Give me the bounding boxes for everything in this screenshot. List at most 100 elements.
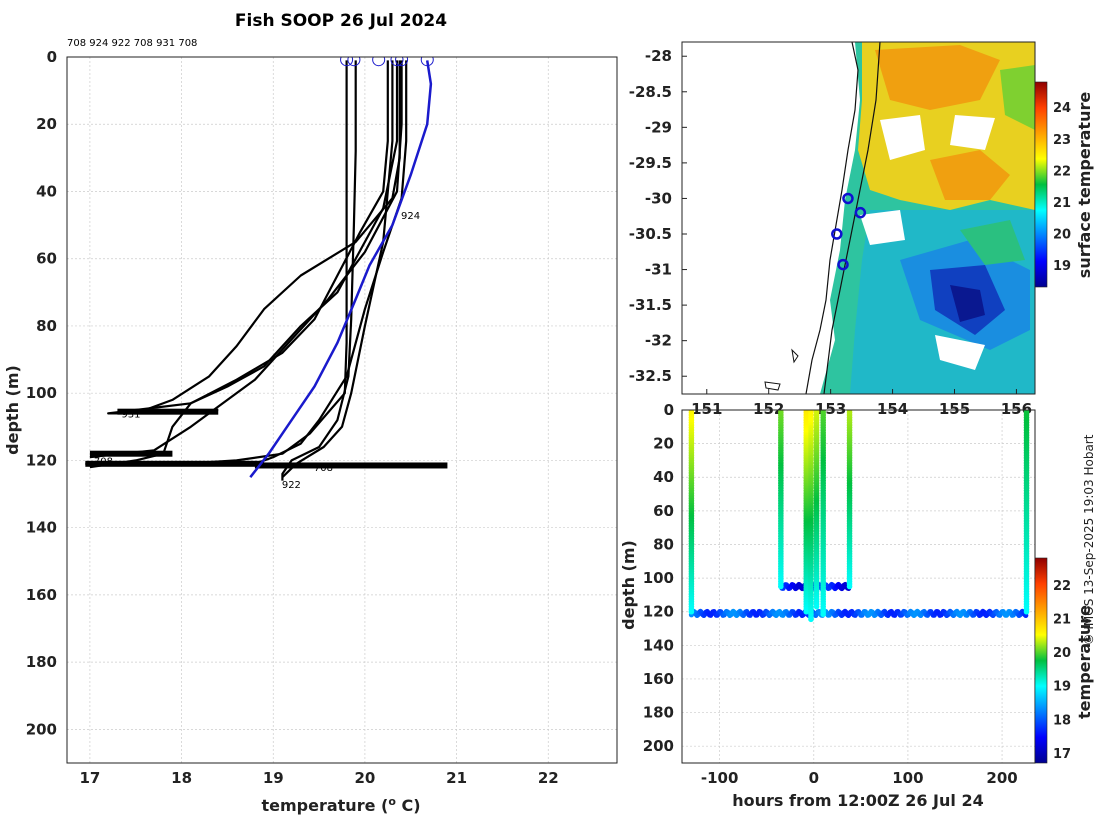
ts-colorbar-tick: 18: [1053, 713, 1071, 728]
map-x-tick-label: 152: [753, 400, 784, 418]
x-tick-label: 21: [446, 769, 467, 787]
ts-colorbar-label: temperature: [1075, 605, 1094, 719]
profile-line: [107, 60, 389, 415]
map-colorbar-label: surface temperature: [1075, 92, 1094, 279]
ts-y-tick-label: 140: [643, 636, 674, 654]
map-x-tick-label: 153: [815, 400, 846, 418]
ts-colorbar-tick: 19: [1053, 680, 1071, 695]
profile-id-annotation: 922: [282, 480, 301, 491]
map-y-tick-label: -30.5: [629, 225, 672, 243]
surface-marker: [340, 57, 354, 67]
bottom-sample-band: [85, 460, 265, 467]
map-colorbar-tick: 20: [1053, 227, 1071, 242]
profile-id-labels: 708 924 922 708 931 708: [67, 38, 197, 49]
y-tick-label: 40: [36, 182, 57, 200]
map-colorbar-tick: 19: [1053, 259, 1071, 274]
cast-sample: [778, 583, 784, 590]
ts-axes-frame: [681, 409, 1036, 764]
map-x-tick-label: 155: [939, 400, 970, 418]
ts-colorbar-tick: 17: [1053, 747, 1071, 762]
map-y-tick-label: -31: [645, 261, 672, 279]
surface-marker: [347, 57, 361, 67]
surface-marker: [390, 57, 404, 67]
surface-marker: [395, 57, 409, 67]
map-x-tick-label: 154: [877, 400, 908, 418]
profile-line: [89, 60, 399, 469]
station-marker: [831, 228, 843, 240]
y-tick-label: 20: [36, 115, 57, 133]
map-colorbar-tick: 24: [1053, 101, 1071, 116]
x-tick-label: 18: [171, 769, 192, 787]
depth-time-panel: -100 0 100 200 0 20 40 60 80 100 120 140 160 180 200 1…: [619, 401, 1094, 810]
y-tick-label: 160: [26, 586, 57, 604]
ts-y-tick-label: 0: [664, 401, 674, 419]
y-tick-label: 100: [26, 384, 57, 402]
cast-sample: [813, 603, 820, 610]
profile-axes-frame: [66, 56, 618, 764]
map-y-tick-label: -31.5: [629, 296, 672, 314]
ts-y-tick-label: 160: [643, 670, 674, 688]
bottom-sample-band: [117, 408, 219, 415]
y-tick-label: 60: [36, 250, 57, 268]
station-marker: [854, 206, 867, 219]
map-colorbar-tick: 22: [1053, 164, 1071, 179]
ts-y-tick-label: 80: [653, 535, 674, 553]
cast-sample: [820, 611, 826, 618]
map-colorbar-tick: 21: [1053, 196, 1071, 211]
ts-x-axis-label: hours from 12:00Z 26 Jul 24: [732, 791, 983, 810]
credit-text: © IMOS 13-Sep-2025 19:03 Hobart: [1082, 434, 1096, 645]
profile-id-annotation: 924: [401, 211, 420, 222]
station-marker: [837, 258, 849, 271]
chart-title: Fish SOOP 26 Jul 2024: [235, 11, 447, 31]
ts-y-tick-label: 100: [643, 569, 674, 587]
ts-colorbar-tick: 22: [1053, 579, 1071, 594]
ts-y-tick-label: 200: [643, 737, 674, 755]
map-x-tick-label: 151: [691, 400, 722, 418]
x-tick-label: 20: [354, 769, 375, 787]
bottom-sample-band: [89, 450, 173, 457]
mean-profile-line: [249, 60, 433, 478]
cast-sample: [688, 608, 695, 615]
ts-y-axis-label: depth (m): [619, 540, 638, 630]
ts-colorbar: [1034, 557, 1048, 764]
y-axis-label: depth (m): [3, 365, 22, 455]
map-colorbar: [1034, 81, 1048, 288]
ts-x-tick-label: 200: [986, 769, 1017, 787]
map-y-tick-label: -28.5: [629, 83, 672, 101]
station-marker: [842, 192, 854, 205]
map-y-tick-label: -29.5: [629, 154, 672, 172]
ts-colorbar-tick: 20: [1053, 646, 1071, 661]
cast-sample: [803, 608, 810, 615]
map-y-tick-label: -30: [645, 189, 672, 207]
profile-id-annotation: 708: [314, 463, 333, 474]
profile-panel: Fish SOOP 26 Jul 2024 708 924 922 708 93…: [3, 11, 618, 815]
map-y-tick-label: -32.5: [629, 367, 672, 385]
sst-map: [682, 42, 1035, 394]
ts-x-tick-label: 100: [892, 769, 923, 787]
x-tick-label: 22: [538, 769, 559, 787]
cast-sample: [808, 616, 814, 623]
y-tick-label: 120: [26, 451, 57, 469]
ts-y-tick-label: 20: [653, 435, 674, 453]
ts-y-tick-label: 40: [653, 468, 674, 486]
map-y-tick-label: -29: [645, 118, 672, 136]
profile-line: [85, 60, 348, 465]
y-tick-label: 80: [36, 317, 57, 335]
ts-y-tick-label: 120: [643, 603, 674, 621]
y-tick-label: 200: [26, 720, 57, 738]
surface-marker: [420, 57, 434, 67]
map-y-tick-label: -32: [645, 332, 672, 350]
cast-sample: [846, 583, 853, 590]
bottom-sample-band: [254, 462, 448, 469]
x-tick-label: 19: [263, 769, 284, 787]
cast-sample: [1023, 608, 1030, 615]
map-y-tick-label: -28: [645, 47, 672, 65]
ts-x-tick-label: 0: [809, 769, 819, 787]
y-tick-label: 140: [26, 519, 57, 537]
map-colorbar-tick: 23: [1053, 133, 1071, 148]
x-axis-label: temperature (o C): [261, 795, 420, 815]
surface-marker: [372, 57, 386, 67]
profile-id-annotation: 931: [121, 409, 140, 420]
ts-y-tick-label: 60: [653, 502, 674, 520]
